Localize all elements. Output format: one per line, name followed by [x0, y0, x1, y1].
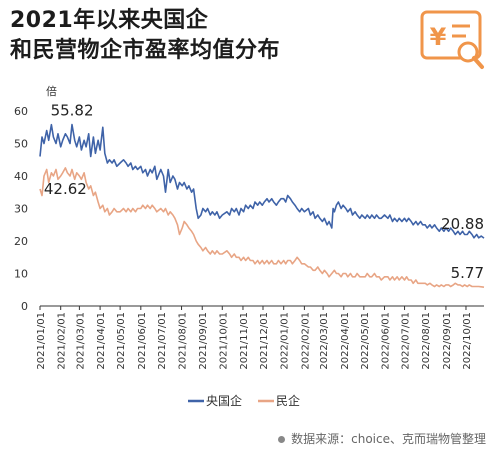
x-tick-label: 2021/12/01	[259, 312, 270, 370]
x-tick-label: 2022/10/01	[462, 312, 473, 370]
x-tick-label: 2021/05/01	[116, 312, 127, 370]
title-line-1: 2021年以来央国企	[10, 8, 209, 33]
x-tick-label: 2021/03/01	[75, 312, 86, 370]
x-tick-label: 2021/09/01	[198, 312, 209, 370]
y-unit-label: 倍	[46, 84, 57, 98]
y-tick-label: 30	[14, 203, 28, 216]
x-tick-label: 2021/10/01	[218, 312, 229, 370]
x-tick-label: 2022/08/01	[421, 312, 432, 370]
y-tick-label: 0	[21, 300, 28, 313]
data-label: 20.88	[441, 215, 484, 233]
legend-label: 民企	[276, 393, 300, 408]
x-tick-label: 2021/11/01	[239, 312, 250, 370]
x-tick-label: 2021/04/01	[96, 312, 107, 370]
series-line-soe	[39, 123, 485, 239]
x-tick-label: 2022/05/01	[360, 312, 371, 370]
svg-text:¥: ¥	[430, 23, 447, 51]
x-tick-label: 2021/01/01	[36, 312, 47, 370]
data-source-note: 数据来源：choice、克而瑞物管整理	[278, 430, 486, 447]
title-line-2: 和民营物企市盈率均值分布	[10, 38, 281, 63]
x-tick-label: 2022/09/01	[442, 312, 453, 370]
x-tick-label: 2022/03/01	[319, 312, 330, 370]
bullet-dot-icon	[278, 436, 286, 443]
y-tick-label: 20	[14, 235, 28, 248]
x-tick-label: 2021/02/01	[57, 312, 68, 370]
pe-ratio-line-chart: 倍 0 10 20 30 40 50 60 2021/01/01 2021/02/01 2021/0…	[14, 84, 485, 408]
x-tick-label: 2021/07/01	[157, 312, 168, 370]
y-tick-label: 50	[14, 138, 28, 151]
data-label: 5.77	[451, 264, 484, 282]
legend-label: 央国企	[206, 393, 242, 408]
series-line-private	[39, 167, 485, 288]
x-tick-label: 2021/08/01	[178, 312, 189, 370]
x-tick-label: 2022/02/01	[300, 312, 311, 370]
data-source-text: 数据来源：choice、克而瑞物管整理	[291, 432, 486, 446]
yuan-document-search-icon: ¥	[420, 10, 484, 69]
x-tick-label: 2022/01/01	[280, 312, 291, 370]
data-label: 55.82	[51, 102, 94, 120]
x-tick-label: 2022/07/01	[401, 312, 412, 370]
data-label: 42.62	[44, 180, 87, 198]
y-tick-label: 40	[14, 170, 28, 183]
x-tick-label: 2021/06/01	[137, 312, 148, 370]
x-tick-label: 2022/06/01	[381, 312, 392, 370]
x-tick-label: 2022/04/01	[340, 312, 351, 370]
y-tick-label: 60	[14, 105, 28, 118]
y-tick-label: 10	[14, 268, 28, 281]
chart-title: 2021年以来央国企 和民营物企市盈率均值分布	[10, 6, 280, 66]
